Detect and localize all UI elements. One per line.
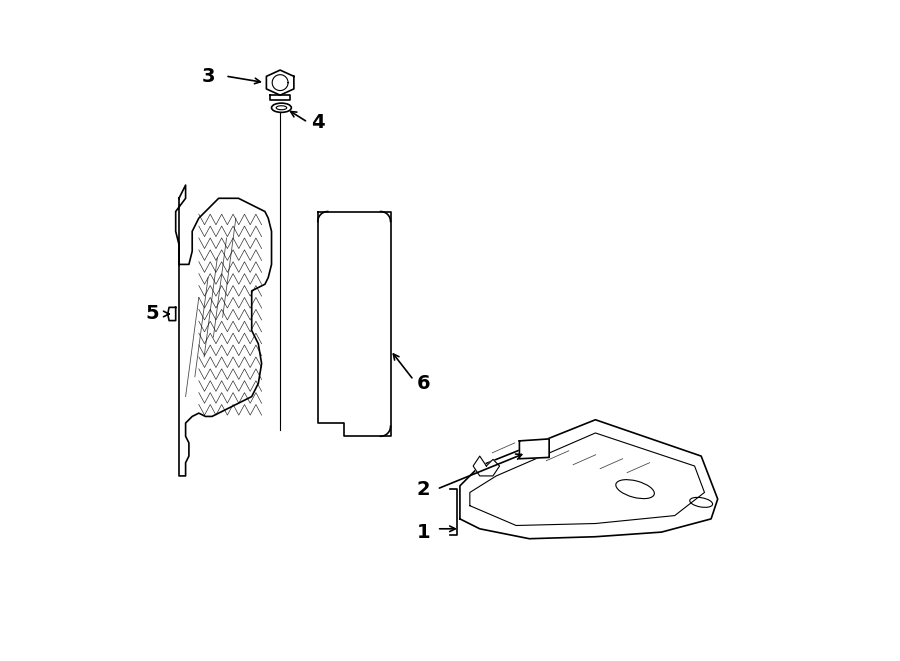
Text: 5: 5	[146, 305, 159, 323]
Polygon shape	[473, 456, 500, 476]
Text: 6: 6	[417, 374, 430, 393]
Text: 3: 3	[202, 67, 215, 85]
Text: 2: 2	[417, 480, 430, 498]
Polygon shape	[266, 70, 294, 95]
Polygon shape	[460, 420, 717, 539]
Polygon shape	[167, 307, 176, 321]
Polygon shape	[318, 212, 391, 436]
Polygon shape	[519, 439, 549, 459]
Polygon shape	[176, 185, 272, 476]
Polygon shape	[270, 95, 290, 100]
Text: 4: 4	[311, 113, 325, 132]
Text: 1: 1	[417, 523, 430, 541]
